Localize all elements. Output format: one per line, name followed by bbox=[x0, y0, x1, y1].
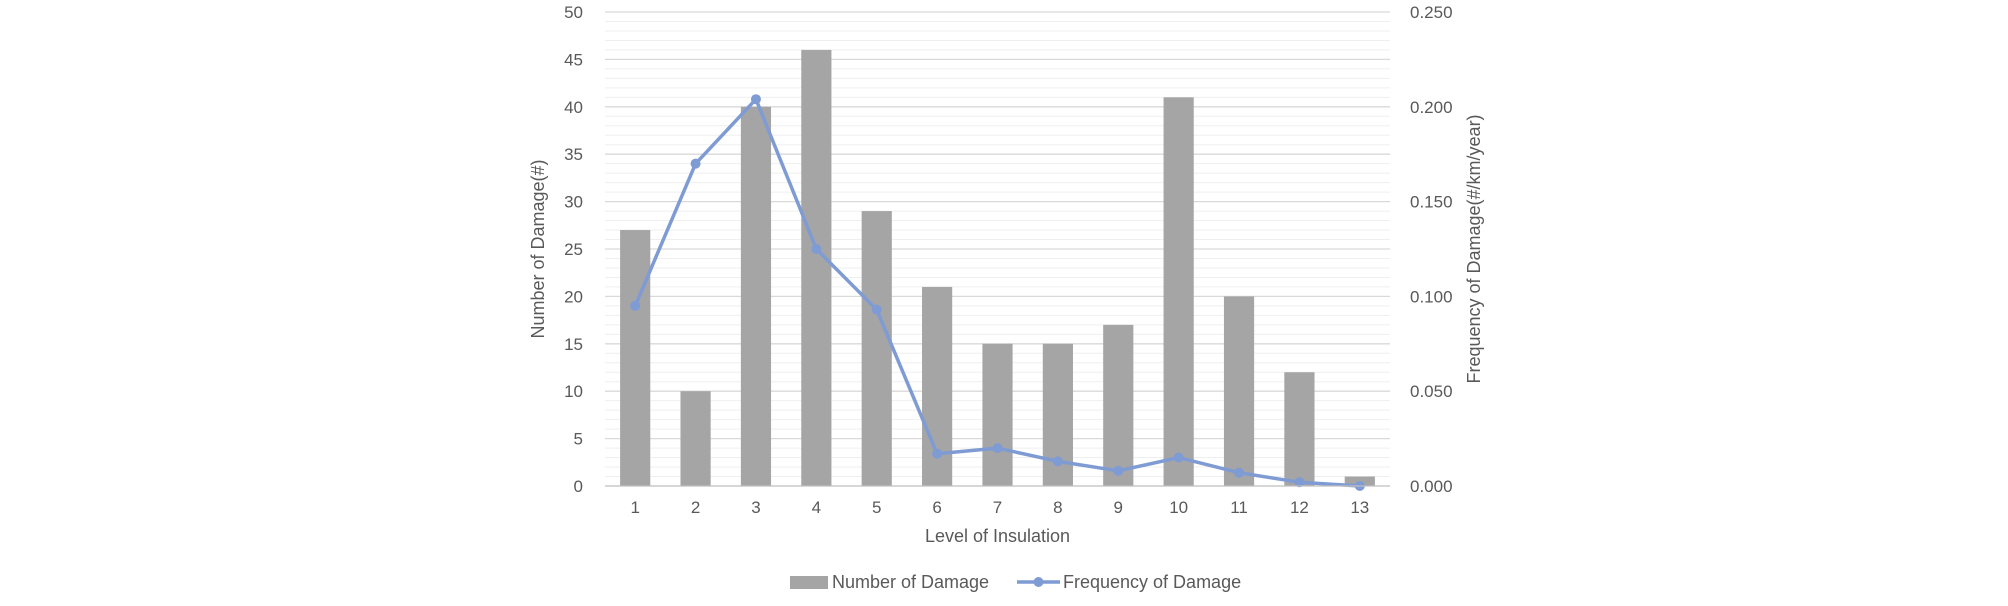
y-tick-label: 30 bbox=[564, 193, 583, 212]
bar-9 bbox=[1103, 324, 1134, 486]
y-tick-label: 35 bbox=[564, 145, 583, 164]
y2-tick-label: 0.100 bbox=[1410, 287, 1453, 306]
y-tick-label: 10 bbox=[564, 382, 583, 401]
x-tick-label: 2 bbox=[691, 498, 700, 517]
x-tick-label: 3 bbox=[751, 498, 760, 517]
x-tick-label: 9 bbox=[1114, 498, 1123, 517]
y2-tick-label: 0.000 bbox=[1410, 477, 1453, 496]
line-point-4 bbox=[811, 244, 822, 254]
line-point-11 bbox=[1234, 467, 1245, 478]
line-point-1 bbox=[630, 300, 641, 311]
y2-tick-label: 0.150 bbox=[1410, 193, 1453, 212]
y-tick-label: 20 bbox=[564, 287, 583, 306]
line-point-7 bbox=[992, 443, 1003, 454]
y-tick-label: 15 bbox=[564, 335, 583, 354]
x-tick-label: 8 bbox=[1053, 498, 1062, 517]
x-tick-label: 13 bbox=[1350, 498, 1369, 517]
bar-7 bbox=[982, 343, 1013, 486]
line-point-6 bbox=[932, 448, 943, 459]
y2-tick-label: 0.250 bbox=[1410, 3, 1453, 22]
axes: 051015202530354045500.0000.0500.1000.150… bbox=[564, 3, 1452, 517]
bar-3 bbox=[740, 106, 772, 487]
x-tick-label: 6 bbox=[932, 498, 941, 517]
x-tick-label: 5 bbox=[872, 498, 881, 517]
y-tick-label: 40 bbox=[564, 98, 583, 117]
bar-4 bbox=[801, 49, 832, 487]
x-tick-label: 1 bbox=[630, 498, 639, 517]
y-tick-label: 0 bbox=[574, 477, 583, 496]
x-tick-label: 4 bbox=[812, 498, 821, 517]
x-axis-title: Level of Insulation bbox=[925, 526, 1070, 546]
line-point-12 bbox=[1294, 477, 1305, 488]
y-axis-title: Number of Damage(#) bbox=[528, 159, 548, 338]
line-point-8 bbox=[1052, 456, 1063, 467]
line-point-9 bbox=[1113, 465, 1124, 476]
y-tick-label: 45 bbox=[564, 50, 583, 69]
bar-2 bbox=[680, 391, 711, 486]
x-tick-label: 7 bbox=[993, 498, 1002, 517]
bar-series bbox=[620, 49, 1375, 487]
legend-bar-label: Number of Damage bbox=[832, 572, 989, 592]
bar-12 bbox=[1284, 372, 1315, 486]
x-tick-label: 11 bbox=[1230, 498, 1248, 517]
line-point-5 bbox=[871, 304, 882, 315]
bar-11 bbox=[1223, 296, 1255, 486]
legend: Number of Damage Frequency of Damage bbox=[790, 572, 1241, 592]
line-point-10 bbox=[1173, 452, 1184, 463]
legend-bar-swatch bbox=[790, 576, 828, 589]
y-tick-label: 25 bbox=[564, 240, 583, 259]
legend-line-marker bbox=[1033, 577, 1044, 587]
bar-5 bbox=[861, 211, 892, 486]
y2-axis-title: Frequency of Damage(#/km/year) bbox=[1464, 114, 1484, 383]
bar-10 bbox=[1163, 97, 1194, 486]
x-tick-label: 10 bbox=[1169, 498, 1188, 517]
y-tick-label: 5 bbox=[574, 430, 583, 449]
y2-tick-label: 0.050 bbox=[1410, 382, 1453, 401]
legend-line-label: Frequency of Damage bbox=[1063, 572, 1241, 592]
line-series bbox=[630, 94, 1365, 491]
y2-tick-label: 0.200 bbox=[1410, 98, 1453, 117]
bar-1 bbox=[620, 230, 651, 486]
line-point-3 bbox=[750, 94, 761, 105]
line-point-2 bbox=[690, 158, 701, 169]
x-tick-label: 12 bbox=[1290, 498, 1309, 517]
y-tick-label: 50 bbox=[564, 3, 583, 22]
